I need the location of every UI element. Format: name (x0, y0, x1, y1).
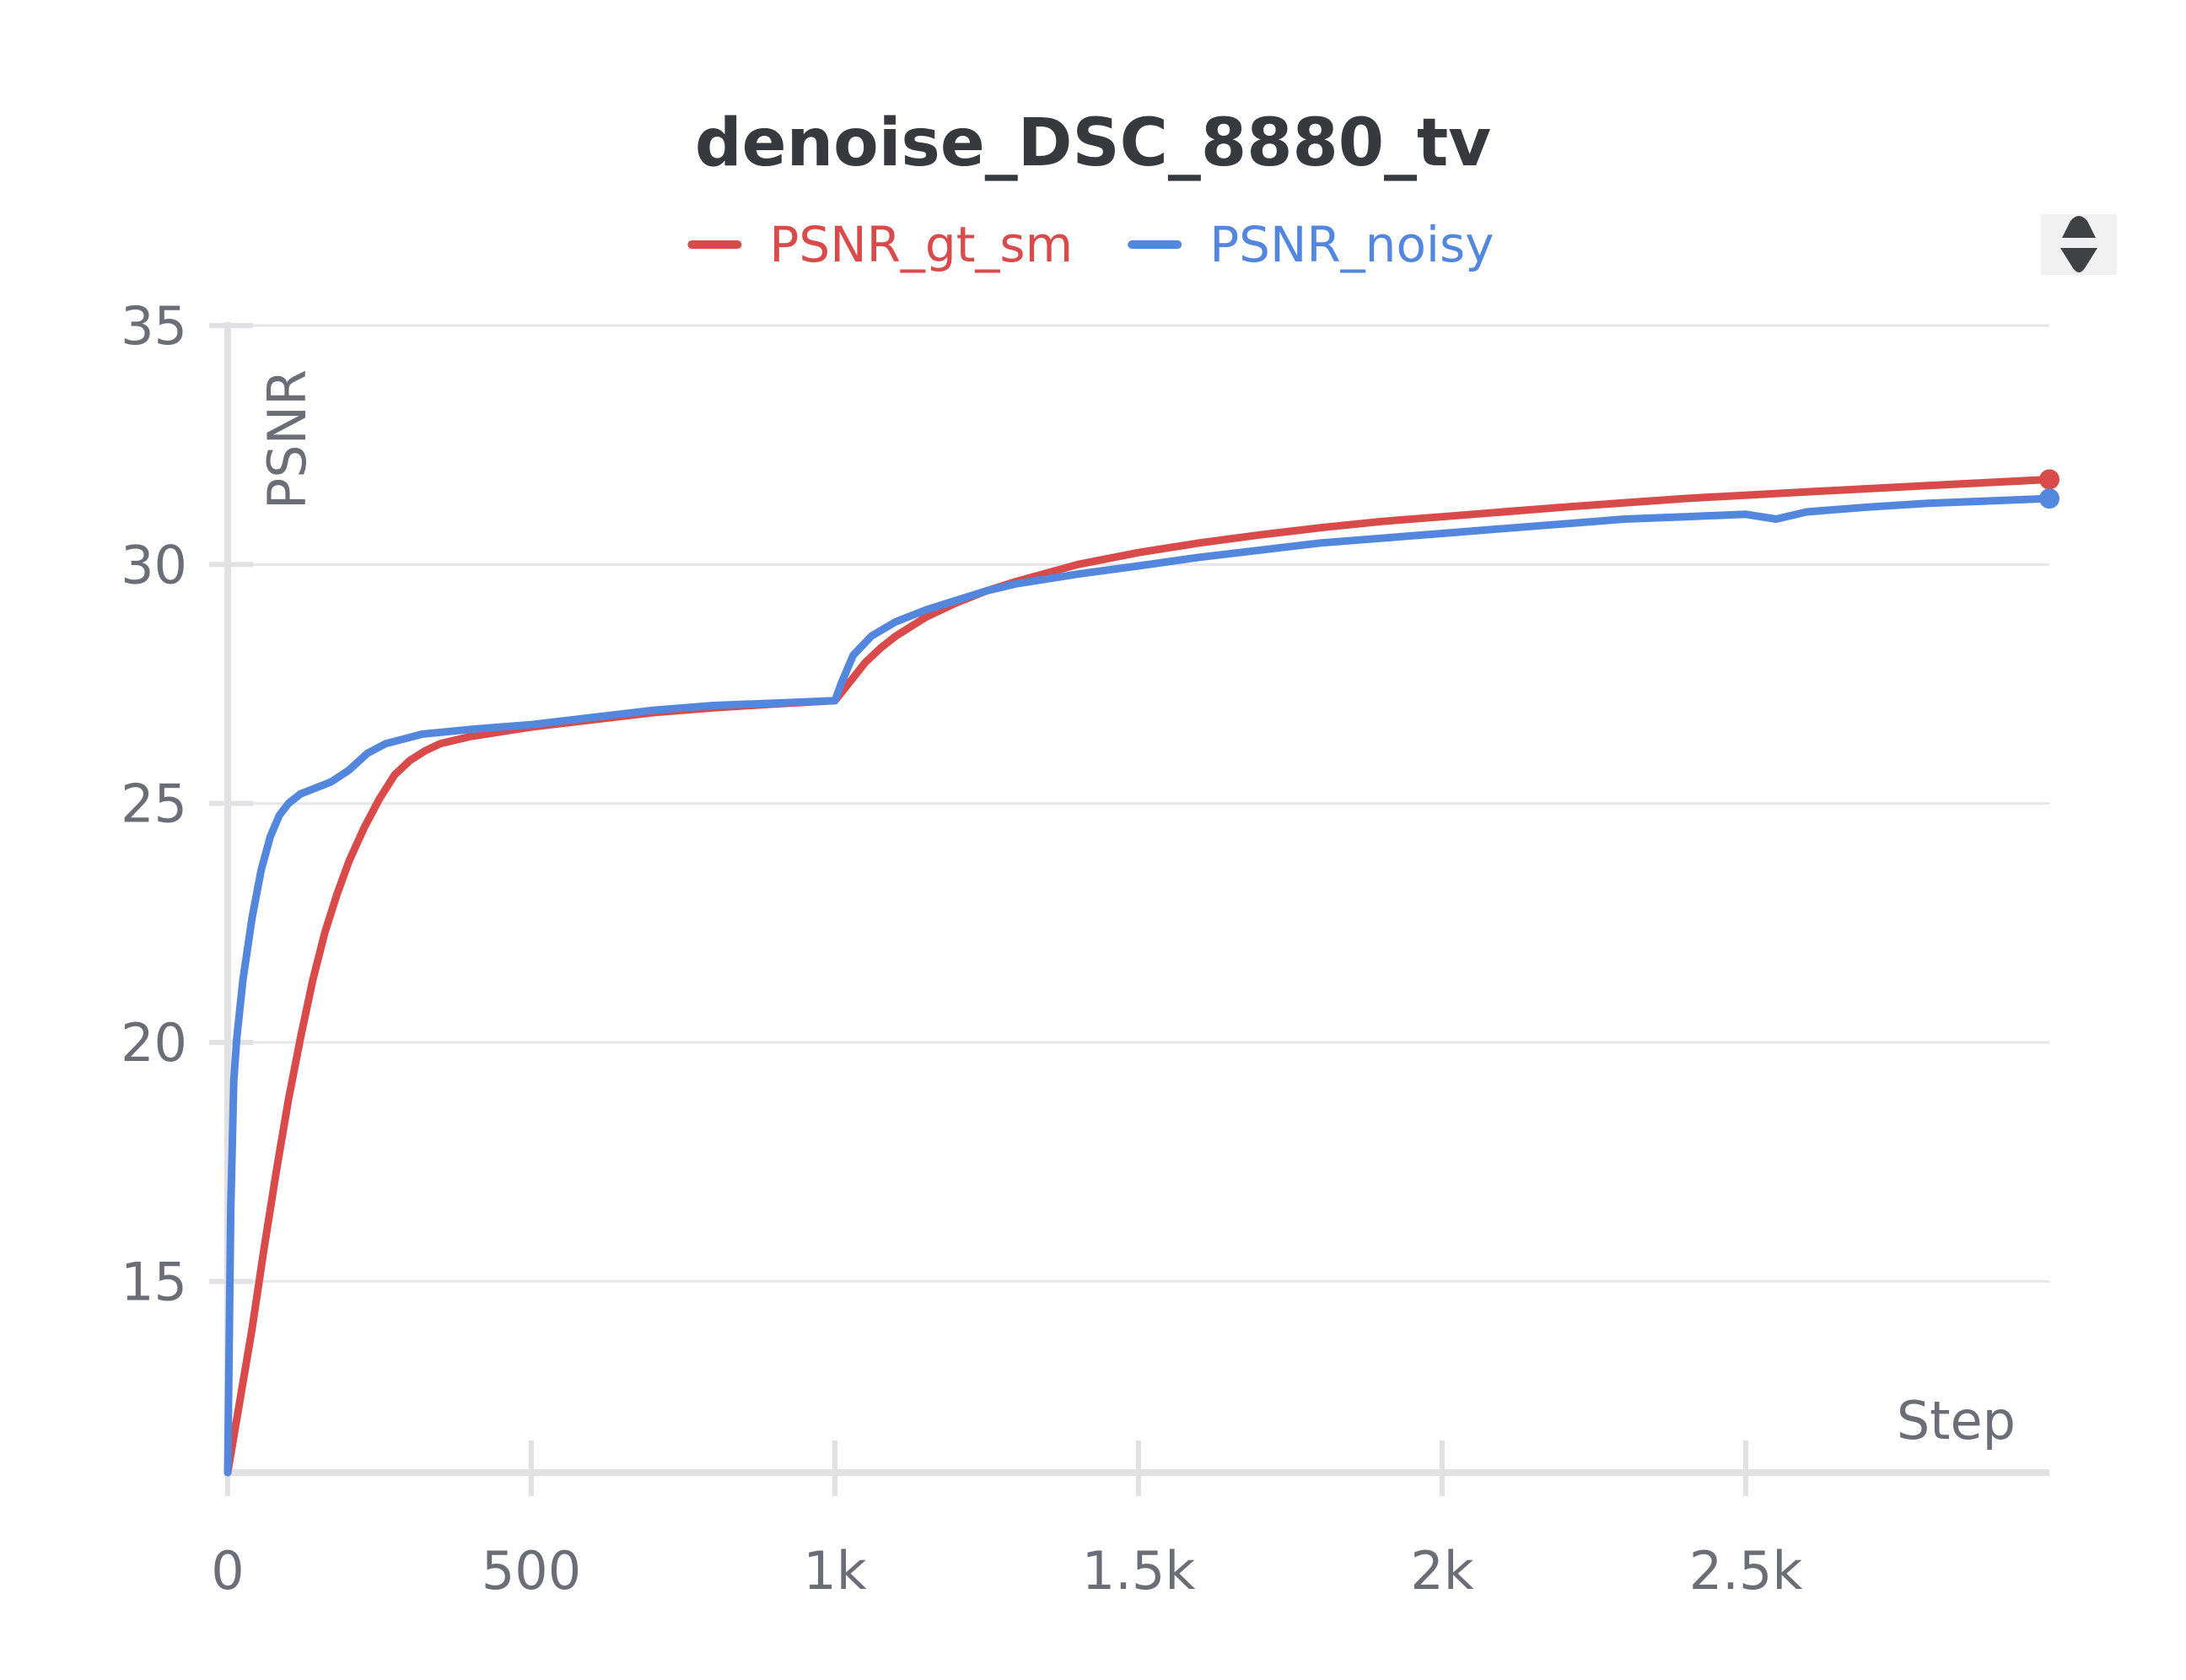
series-line-psnr-noisy (223, 494, 2054, 1477)
legend-entry[interactable]: PSNR_gt_sm (687, 216, 1073, 273)
up-down-arrows-icon[interactable] (2041, 214, 2117, 275)
x-tick-label: 1k (803, 1540, 866, 1602)
down-arrow-icon (2060, 248, 2097, 272)
x-tick-label: 500 (482, 1540, 581, 1602)
x-axis-title: Step (1897, 1390, 2016, 1451)
legend-entry[interactable]: PSNR_noisy (1128, 216, 1494, 273)
y-tick-label: 25 (121, 773, 187, 835)
y-tick-label: 30 (121, 534, 187, 595)
legend-label: PSNR_noisy (1209, 216, 1494, 273)
y-tick-label: 20 (121, 1012, 187, 1074)
grid (228, 324, 2049, 1283)
x-tick-label: 1.5k (1082, 1540, 1196, 1602)
chart-title: denoise_DSC_8880_tv (695, 105, 1491, 181)
x-tick-label: 2k (1410, 1540, 1473, 1602)
x-tick-label: 0 (211, 1540, 244, 1602)
y-axis-title: PSNR (256, 369, 318, 509)
y-tick-label: 15 (121, 1251, 187, 1312)
up-arrow-icon (2062, 216, 2096, 238)
y-tick-label: 35 (121, 295, 187, 357)
x-tick-label: 2.5k (1689, 1540, 1803, 1602)
y-axis-ticks: 15 20 25 30 35 (121, 295, 253, 1312)
x-axis-ticks: 0 500 1k 1.5k 2k 2.5k (211, 1440, 1802, 1602)
legend: PSNR_gt_sm PSNR_noisy (687, 216, 1494, 273)
series-end-point (2039, 469, 2059, 490)
series-line-psnr-gt-sm (223, 476, 2054, 1477)
legend-label: PSNR_gt_sm (769, 216, 1073, 273)
series-layer (223, 469, 2059, 1477)
series-end-point (2039, 488, 2059, 509)
